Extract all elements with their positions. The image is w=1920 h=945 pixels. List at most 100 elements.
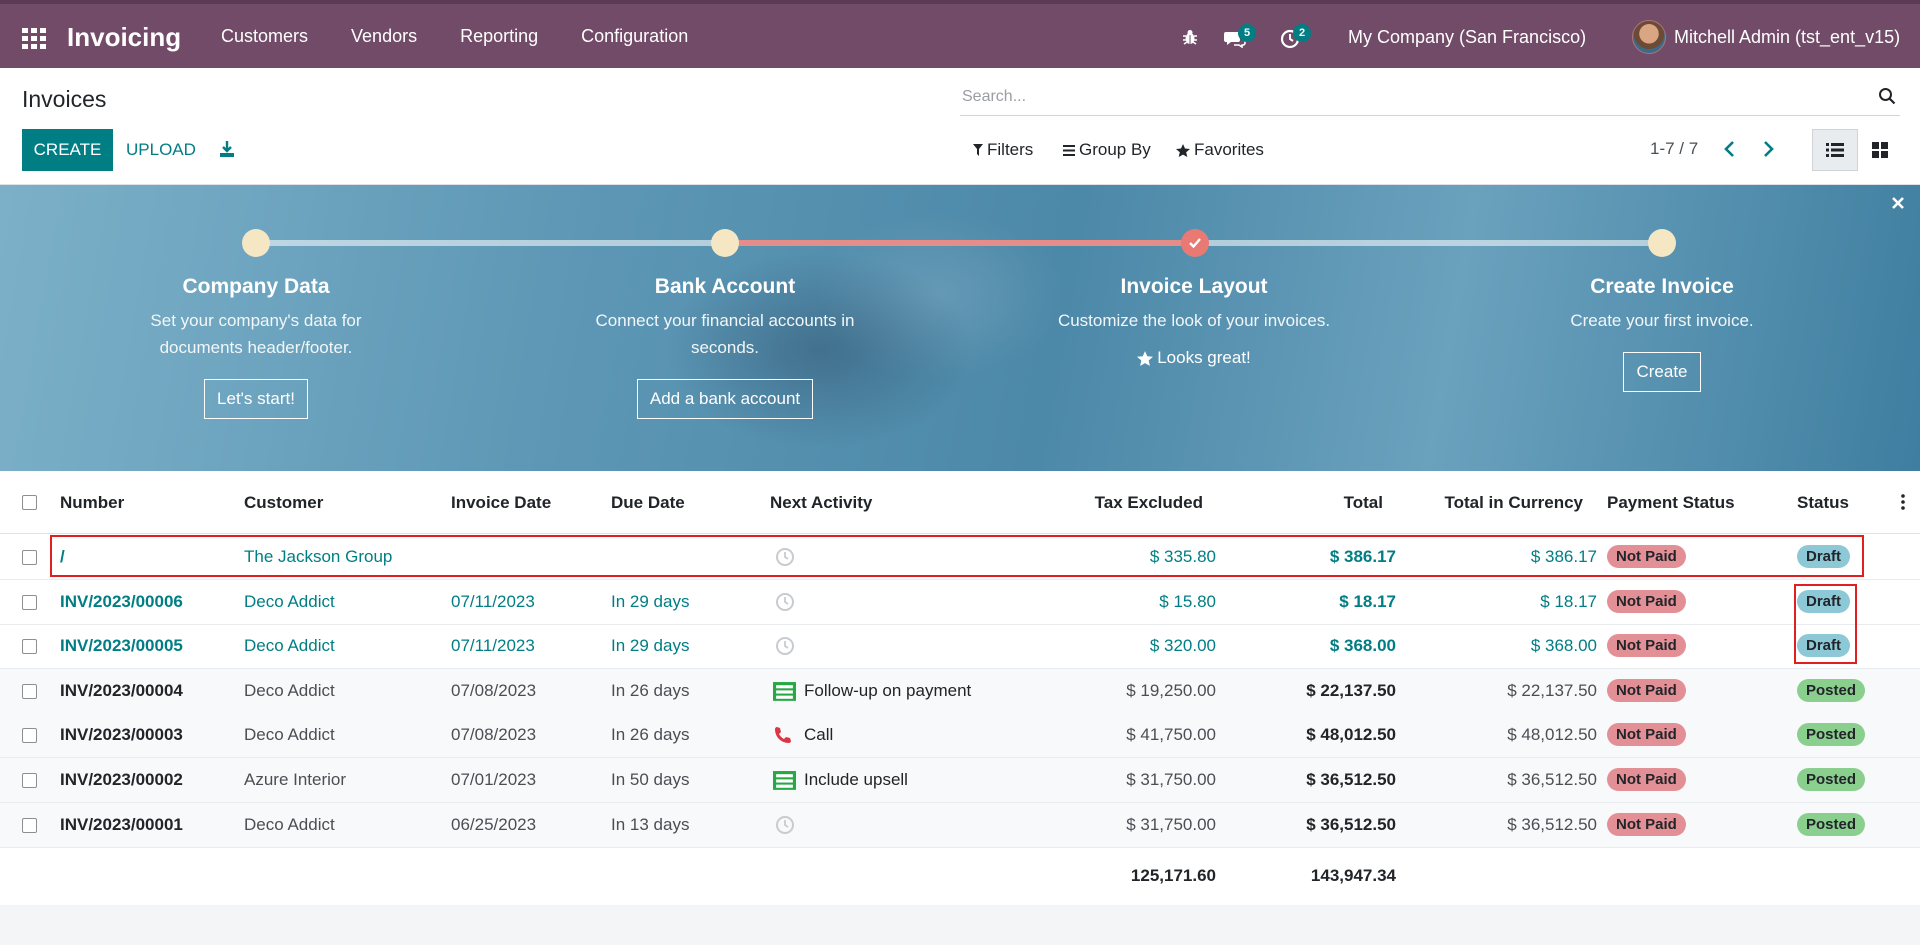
col-payment-status[interactable]: Payment Status: [1607, 493, 1735, 512]
favorites-button[interactable]: Favorites: [1176, 140, 1264, 160]
customer-name[interactable]: Deco Addict: [244, 591, 335, 611]
row-checkbox[interactable]: [22, 773, 37, 788]
col-status[interactable]: Status: [1797, 493, 1849, 512]
table-row[interactable]: / The Jackson Group $ 335.80 $ 386.17 $ 386.…: [0, 535, 1920, 580]
table-row[interactable]: INV/2023/00005 Deco Addict 07/11/2023 In 29…: [0, 624, 1920, 670]
debug-bug-icon[interactable]: [1181, 28, 1199, 46]
clock-icon[interactable]: [775, 547, 795, 567]
step-dot-invoice-layout: [1181, 229, 1209, 257]
total-in-currency: $ 368.00: [1530, 636, 1597, 656]
step-description: Customize the look of your invoices.: [1057, 311, 1331, 330]
activity-summary[interactable]: Follow-up on payment: [804, 680, 972, 700]
invoice-number[interactable]: INV/2023/00004: [60, 680, 183, 700]
customer-name[interactable]: Deco Addict: [244, 725, 335, 745]
invoice-number[interactable]: INV/2023/00003: [60, 725, 183, 745]
customer-name[interactable]: Deco Addict: [244, 636, 335, 656]
step-title: Invoice Layout: [1120, 275, 1268, 298]
filters-button[interactable]: Filters: [973, 140, 1033, 160]
invoice-number[interactable]: /: [60, 547, 65, 566]
payment-status-badge: Not Paid: [1607, 589, 1686, 613]
col-invoice-date[interactable]: Invoice Date: [451, 493, 552, 512]
due-date: In 50 days: [611, 770, 690, 789]
payment-status-badge: Not Paid: [1607, 723, 1686, 747]
create-button[interactable]: CREATE: [22, 129, 113, 171]
app-title[interactable]: Invoicing: [67, 22, 182, 52]
customer-name[interactable]: The Jackson Group: [244, 547, 393, 566]
clock-icon[interactable]: [775, 592, 795, 612]
user-avatar[interactable]: [1632, 20, 1666, 54]
lets-start-button[interactable]: Let's start!: [204, 379, 308, 419]
row-checkbox[interactable]: [22, 728, 37, 744]
add-bank-account-button[interactable]: Add a bank account: [636, 379, 814, 419]
row-checkbox[interactable]: [22, 550, 37, 565]
col-total[interactable]: Total: [1343, 493, 1383, 512]
groupby-button[interactable]: Group By: [1063, 140, 1151, 160]
menu-configuration[interactable]: Configuration: [581, 26, 689, 46]
step-dot-company-data: [242, 229, 270, 257]
search-icon[interactable]: [1878, 87, 1896, 105]
favorites-label: Favorites: [1194, 140, 1264, 159]
list-view-button[interactable]: [1812, 129, 1858, 171]
clock-icon[interactable]: [775, 636, 795, 656]
row-checkbox[interactable]: [22, 683, 37, 699]
menu-vendors[interactable]: Vendors: [351, 26, 418, 46]
step-dot-create-invoice: [1648, 229, 1676, 257]
col-next-activity[interactable]: Next Activity: [770, 493, 873, 512]
status-badge: Posted: [1797, 768, 1866, 791]
step-done-message: Looks great!: [1024, 348, 1364, 368]
clock-icon[interactable]: [775, 815, 795, 835]
list-icon[interactable]: [773, 681, 796, 701]
col-number[interactable]: Number: [60, 493, 125, 512]
activity-summary[interactable]: Call: [804, 725, 834, 745]
company-switcher[interactable]: My Company (San Francisco): [1348, 27, 1587, 47]
upload-button[interactable]: UPLOAD: [120, 129, 202, 171]
invoice-number[interactable]: INV/2023/00002: [60, 770, 183, 789]
table-row[interactable]: INV/2023/00004 Deco Addict 07/08/2023 In 26…: [0, 668, 1920, 714]
row-checkbox[interactable]: [22, 639, 37, 655]
invoice-number[interactable]: INV/2023/00001: [60, 814, 183, 834]
download-icon[interactable]: [218, 140, 236, 158]
page-title: Invoices: [22, 86, 107, 112]
col-tax-excluded[interactable]: Tax Excluded: [1094, 493, 1203, 512]
col-total-in-currency[interactable]: Total in Currency: [1444, 493, 1583, 512]
status-badge: Draft: [1797, 589, 1851, 613]
search-input[interactable]: [962, 84, 1842, 110]
menu-customers[interactable]: Customers: [221, 26, 309, 46]
total-amount: $ 36,512.50: [1306, 770, 1396, 789]
create-invoice-button[interactable]: Create: [1623, 352, 1701, 392]
total-amount: $ 18.17: [1339, 591, 1396, 611]
optional-columns-icon[interactable]: [1901, 493, 1905, 511]
kanban-view-button[interactable]: [1858, 129, 1902, 171]
table-row[interactable]: INV/2023/00001 Deco Addict 06/25/2023 In 13…: [0, 802, 1920, 848]
step-bank-account: Bank Account Connect your financial acco…: [555, 275, 895, 419]
phone-icon[interactable]: [773, 725, 793, 745]
customer-name[interactable]: Deco Addict: [244, 680, 335, 700]
apps-menu-icon[interactable]: [22, 28, 46, 49]
table-row[interactable]: INV/2023/00006 Deco Addict 07/11/2023 In 29…: [0, 580, 1920, 625]
invoice-number[interactable]: INV/2023/00006: [60, 591, 183, 611]
chevron-left-icon[interactable]: [1723, 140, 1737, 158]
list-icon[interactable]: [773, 770, 796, 790]
row-checkbox[interactable]: [22, 817, 37, 833]
activity-summary[interactable]: Include upsell: [804, 770, 908, 789]
select-all-checkbox[interactable]: [22, 495, 37, 510]
pager-value[interactable]: 1-7 / 7: [1650, 139, 1699, 158]
customer-name[interactable]: Azure Interior: [244, 770, 347, 789]
tax-excluded-amount: $ 19,250.00: [1126, 680, 1216, 700]
activities-badge: 2: [1293, 24, 1312, 42]
row-checkbox[interactable]: [22, 594, 37, 610]
table-row[interactable]: INV/2023/00003 Deco Addict 07/08/2023 In 26…: [0, 713, 1920, 759]
customer-name[interactable]: Deco Addict: [244, 814, 335, 834]
top-navbar: Invoicing Customers Vendors Reporting Co…: [0, 0, 1920, 68]
user-menu[interactable]: Mitchell Admin (tst_ent_v15): [1674, 27, 1901, 47]
table-footer-totals: 125,171.60 143,947.34: [0, 848, 1920, 905]
invoice-number[interactable]: INV/2023/00005: [60, 636, 183, 656]
table-row[interactable]: INV/2023/00002 Azure Interior 07/01/2023 In…: [0, 758, 1920, 803]
col-customer[interactable]: Customer: [244, 493, 324, 512]
close-icon[interactable]: [1890, 195, 1906, 211]
total-amount: $ 22,137.50: [1306, 680, 1396, 700]
col-due-date[interactable]: Due Date: [611, 493, 685, 512]
menu-reporting[interactable]: Reporting: [460, 26, 539, 46]
chevron-right-icon[interactable]: [1761, 140, 1775, 158]
kanban-view-icon: [1872, 142, 1888, 158]
